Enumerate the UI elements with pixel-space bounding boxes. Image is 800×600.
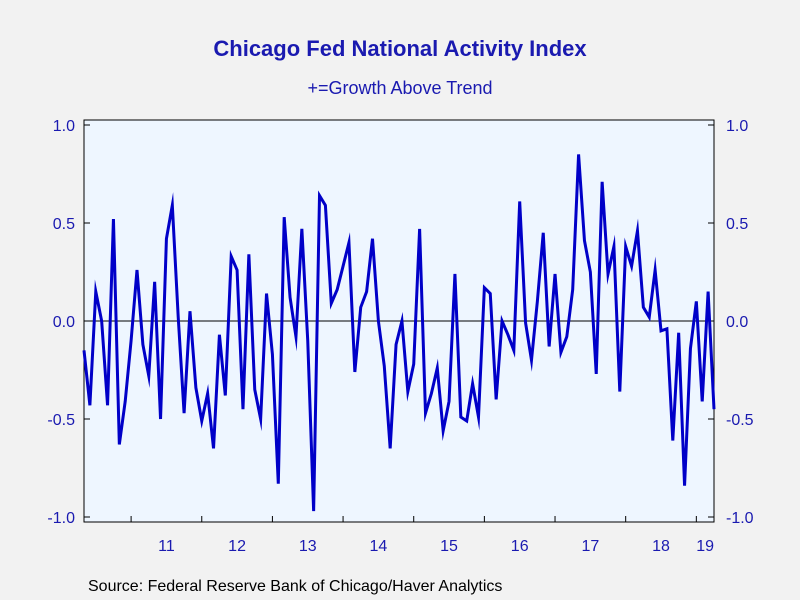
series-line <box>82 154 716 512</box>
chart-title: Chicago Fed National Activity Index <box>213 36 587 61</box>
y-tick-label-right: 0.0 <box>726 314 748 331</box>
x-tick-label: 16 <box>511 538 529 555</box>
y-tick-label-right: -0.5 <box>726 412 754 429</box>
y-tick-label-left: -0.5 <box>47 412 75 429</box>
y-tick-label-left: 1.0 <box>53 118 75 135</box>
x-tick-label: 18 <box>652 538 670 555</box>
y-tick-label-left: 0.0 <box>53 314 75 331</box>
x-tick-label: 17 <box>581 538 599 555</box>
y-tick-label-left: 0.5 <box>53 216 75 233</box>
x-tick-label: 12 <box>228 538 246 555</box>
y-tick-label-left: -1.0 <box>47 510 75 527</box>
chart-subtitle: +=Growth Above Trend <box>307 78 493 98</box>
x-tick-label: 15 <box>440 538 458 555</box>
x-tick-label: 19 <box>696 538 714 555</box>
y-tick-label-right: -1.0 <box>726 510 754 527</box>
source-note: Source: Federal Reserve Bank of Chicago/… <box>88 578 503 595</box>
y-tick-label-right: 0.5 <box>726 216 748 233</box>
x-tick-label: 14 <box>369 538 387 555</box>
x-tick-label: 13 <box>299 538 317 555</box>
x-tick-label: 11 <box>158 538 175 555</box>
y-tick-label-right: 1.0 <box>726 118 748 135</box>
